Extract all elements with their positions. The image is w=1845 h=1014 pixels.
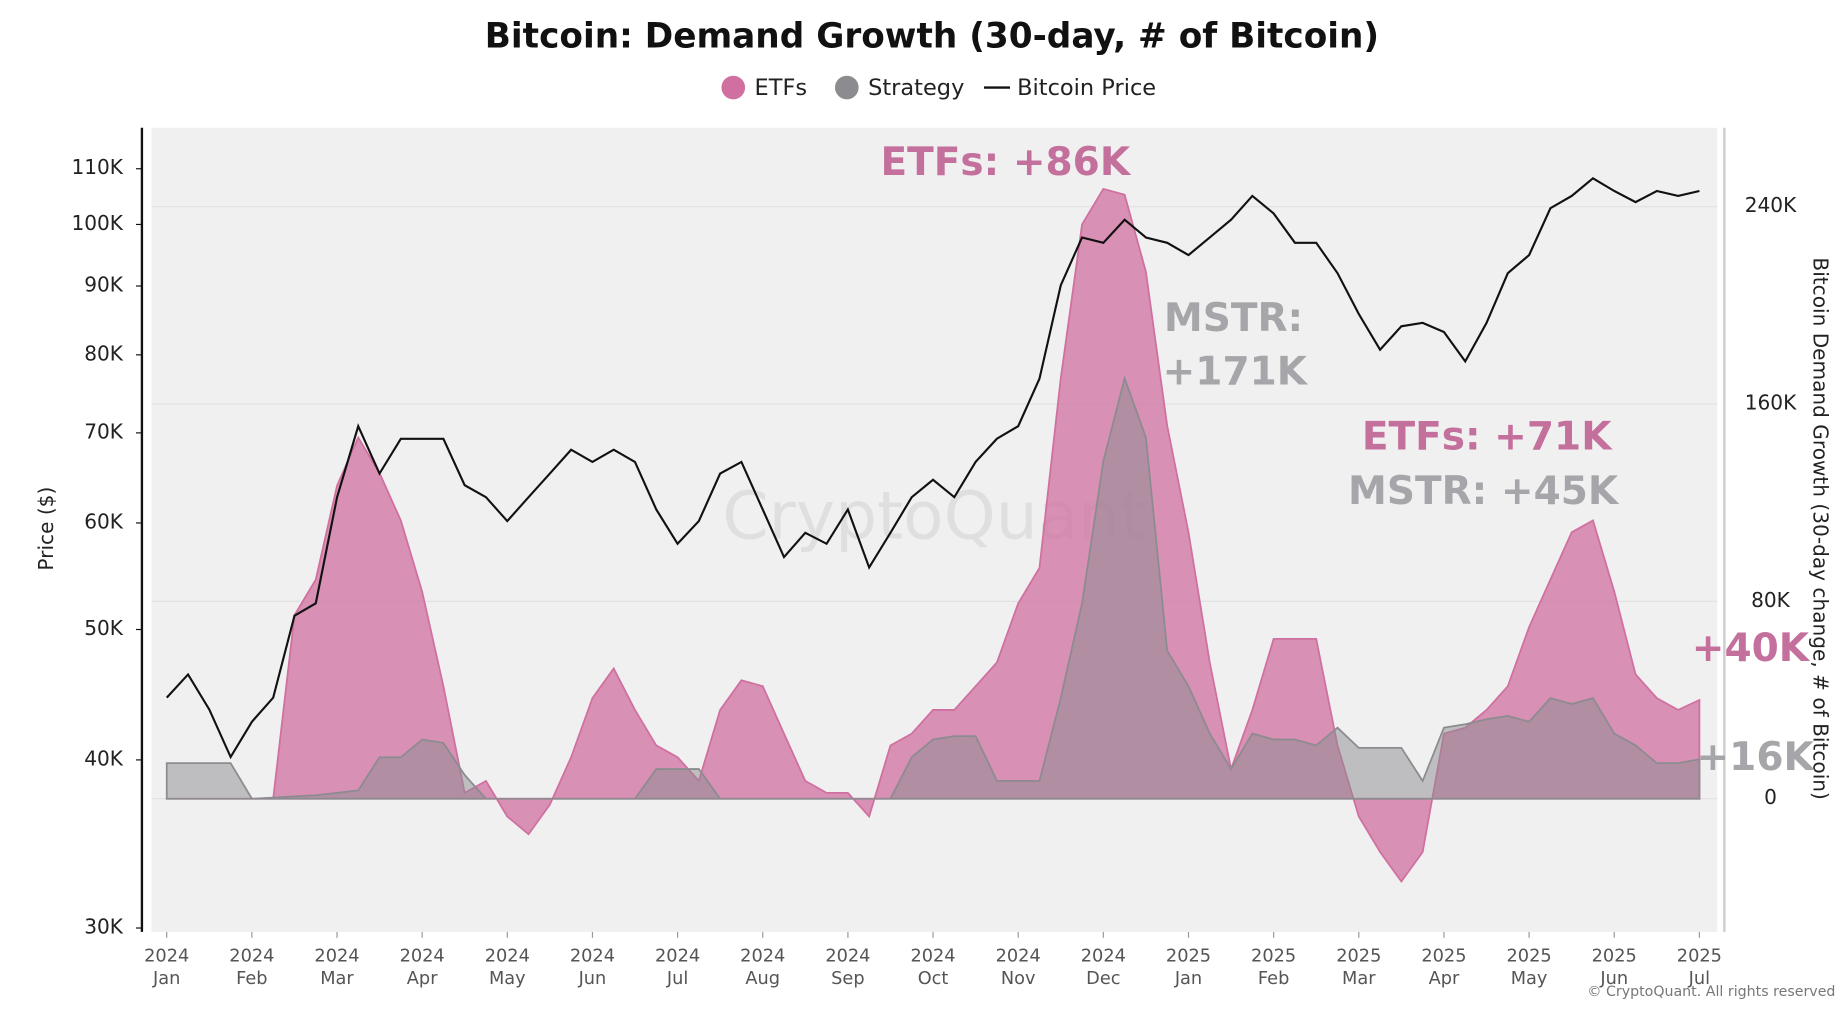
x-tick-label: 2025 Jan xyxy=(1165,944,1212,989)
area-1 xyxy=(165,375,1701,800)
y-tick-label: 40K xyxy=(84,746,124,770)
x-tick-label-box: 2024 Apr xyxy=(399,944,445,989)
y-tick-label: 60K xyxy=(84,509,124,533)
x-tick-label: 2025 Feb xyxy=(1251,944,1297,989)
x-tick-label: 2024 Sep xyxy=(825,944,871,989)
annotation-box: ETFs: +86K xyxy=(880,138,1131,185)
annotation: +16K xyxy=(1696,733,1814,780)
x-tick-label: 2024 May xyxy=(484,944,530,989)
x-tick-label-box: 2025 Jul xyxy=(1676,944,1722,989)
annotation: ETFs: +86K xyxy=(880,138,1131,185)
annotation: MSTR: +171K xyxy=(1162,294,1308,394)
y-tick-label: 100K xyxy=(71,211,123,235)
x-tick-label-box: 2024 May xyxy=(484,944,530,989)
y-tick-label: 70K xyxy=(84,419,124,443)
y-tick-label: 80K xyxy=(84,341,124,365)
x-tick-label: 2024 Feb xyxy=(229,944,275,989)
area-0 xyxy=(165,187,1701,884)
x-tick-label: 2024 Jan xyxy=(144,944,190,989)
x-tick-label-box: 2025 Jan xyxy=(1165,944,1212,989)
x-tick-label: 2025 Mar xyxy=(1336,944,1382,989)
legend-label: Strategy xyxy=(868,75,964,101)
x-tick-label: 2024 Oct xyxy=(910,944,956,989)
annotation-box: +16K xyxy=(1696,733,1814,780)
legend-label: ETFs xyxy=(755,75,808,101)
y2-axis-title: Bitcoin Demand Growth (30-day change, # … xyxy=(1808,257,1832,799)
y2-tick-label: 160K xyxy=(1745,391,1797,415)
y2-tick-label: 80K xyxy=(1751,588,1791,612)
price-line xyxy=(165,177,1700,760)
annotation: MSTR: +45K xyxy=(1348,467,1619,514)
x-tick-label-box: 2024 Nov xyxy=(995,944,1041,989)
x-tick-label-box: 2024 Mar xyxy=(314,944,360,989)
annotation-box: MSTR: +45K xyxy=(1348,467,1619,514)
x-tick-label: 2025 Apr xyxy=(1421,944,1467,989)
x-tick-label-box: 2024 Sep xyxy=(825,944,871,989)
x-tick-label-box: 2025 Feb xyxy=(1251,944,1297,989)
annotation: +40K xyxy=(1691,624,1810,671)
x-tick-label: 2024 Nov xyxy=(995,944,1041,989)
x-tick-label: 2024 Jun xyxy=(569,944,616,989)
y-tick-label: 50K xyxy=(84,616,124,640)
x-tick-label: 2024 Apr xyxy=(399,944,445,989)
x-tick-label-box: 2025 May xyxy=(1506,944,1552,989)
x-tick-label-box: 2024 Jan xyxy=(144,944,190,989)
x-tick-label-box: 2024 Dec xyxy=(1080,944,1126,989)
annotation: ETFs: +71K xyxy=(1361,412,1612,459)
y-tick-label: 30K xyxy=(84,915,124,939)
legend-swatch xyxy=(834,75,859,100)
x-tick-label-box: 2024 Feb xyxy=(229,944,275,989)
x-tick-label-box: 2024 Oct xyxy=(910,944,956,989)
annotation-box: +40K xyxy=(1691,624,1810,671)
annotation-box: ETFs: +71K xyxy=(1361,412,1612,459)
x-tick-label: 2024 Dec xyxy=(1080,944,1126,989)
chart-title: Bitcoin: Demand Growth (30-day, # of Bit… xyxy=(485,16,1379,56)
annotation-box: MSTR: +171K xyxy=(1162,294,1308,394)
copyright: © CryptoQuant. All rights reserved xyxy=(1587,984,1835,1000)
x-tick-label-box: 2024 Jun xyxy=(569,944,616,989)
x-tick-label: 2024 Aug xyxy=(740,944,786,989)
legend-swatch xyxy=(721,75,746,100)
x-tick-label-box: 2024 Aug xyxy=(740,944,786,989)
x-tick-label: 2024 Jul xyxy=(655,944,701,989)
y-tick-label: 90K xyxy=(84,273,124,297)
x-tick-label: 2024 Mar xyxy=(314,944,360,989)
x-tick-label-box: 2025 Apr xyxy=(1421,944,1467,989)
x-tick-label: 2025 May xyxy=(1506,944,1552,989)
legend-label: Bitcoin Price xyxy=(1017,75,1156,101)
y2-tick-label: 0 xyxy=(1764,785,1777,809)
y-axis-title: Price ($) xyxy=(34,487,58,571)
y2-tick-label: 240K xyxy=(1745,193,1797,217)
x-tick-label: 2025 Jun xyxy=(1591,944,1637,989)
y-tick-label: 110K xyxy=(71,155,123,179)
x-tick-label-box: 2024 Jul xyxy=(655,944,701,989)
x-tick-label-box: 2025 Mar xyxy=(1336,944,1382,989)
x-tick-label: 2025 Jul xyxy=(1676,944,1722,989)
x-tick-label-box: 2025 Jun xyxy=(1591,944,1637,989)
